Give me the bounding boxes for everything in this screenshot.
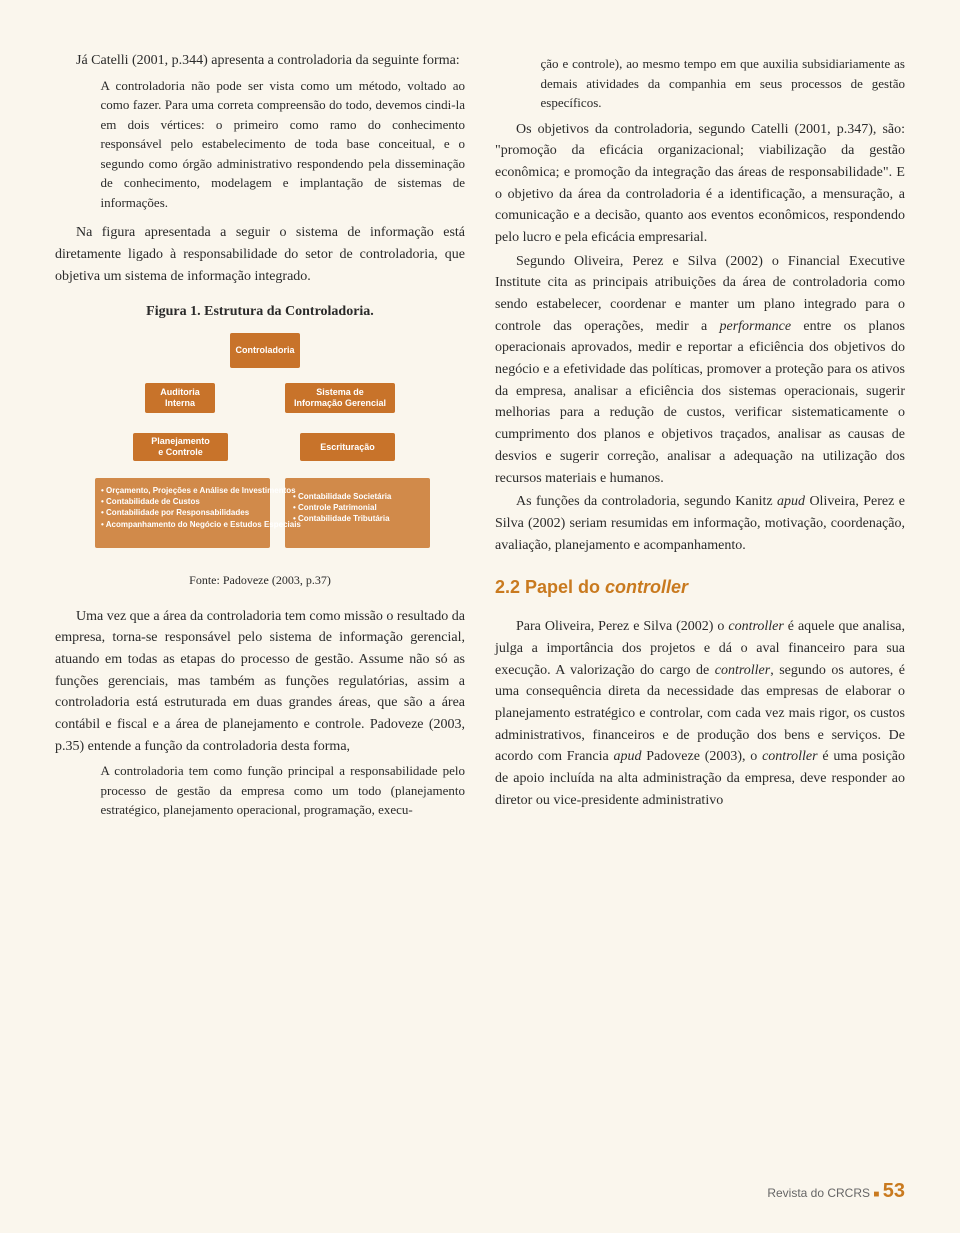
footer: Revista do CRCRS ■ 53 (767, 1180, 905, 1203)
heading-a: Papel do (525, 577, 605, 597)
para-2: Na figura apresentada a seguir o sistema… (55, 222, 465, 287)
p7i3: apud (614, 749, 642, 764)
footer-text: Revista do CRCRS (767, 1186, 870, 1200)
org-box-controladoria: Controladoria (230, 333, 300, 368)
p7d: Padoveze (2003), o (642, 749, 763, 764)
heading-italic: controller (605, 577, 688, 597)
quote-2-cont: ção e controle), ao mesmo tempo em que a… (541, 54, 906, 113)
org-box-escrituracao: Escrituração (300, 433, 395, 461)
quote-2: A controladoria tem como função principa… (101, 761, 466, 820)
heading-num: 2.2 (495, 577, 525, 597)
figure-title: Figura 1. Estrutura da Controladoria. (55, 301, 465, 323)
org-list-0: • Orçamento, Projeções e Análise de Inve… (101, 485, 301, 530)
page-number: 53 (883, 1180, 905, 1202)
p7a: Para Oliveira, Perez e Silva (2002) o (516, 619, 728, 634)
para-5-italic: performance (720, 319, 792, 334)
para-5-b: entre os planos operacionais aprovados, … (495, 319, 905, 486)
figure-source: Fonte: Padoveze (2003, p.37) (55, 571, 465, 590)
quote-1: A controladoria não pode ser vista como … (101, 76, 466, 213)
p7i1: controller (728, 619, 783, 634)
para-7: Para Oliveira, Perez e Silva (2002) o co… (495, 616, 905, 811)
org-box-sistema: Sistema de Informação Gerencial (285, 383, 395, 413)
org-box-auditoria: Auditoria Interna (145, 383, 215, 413)
p7i2: controller (715, 663, 770, 678)
org-box-planejamento: Planejamento e Controle (133, 433, 228, 461)
org-list-1: • Contabilidade Societária• Controle Pat… (293, 491, 391, 525)
para-6-italic: apud (777, 494, 805, 509)
p7i4: controller (762, 749, 817, 764)
para-6: As funções da controladoria, segundo Kan… (495, 491, 905, 556)
para-6-a: As funções da controladoria, segundo Kan… (516, 494, 777, 509)
para-5: Segundo Oliveira, Perez e Silva (2002) o… (495, 251, 905, 490)
para-4: Os objetivos da controladoria, segundo C… (495, 119, 905, 249)
org-chart: Controladoria Auditoria Interna Sistema de… (85, 333, 435, 563)
para-1: Já Catelli (2001, p.344) apresenta a con… (55, 50, 465, 72)
section-heading: 2.2 Papel do controller (495, 574, 905, 602)
footer-square-icon: ■ (873, 1189, 879, 1200)
para-3: Uma vez que a área da controladoria tem … (55, 606, 465, 758)
